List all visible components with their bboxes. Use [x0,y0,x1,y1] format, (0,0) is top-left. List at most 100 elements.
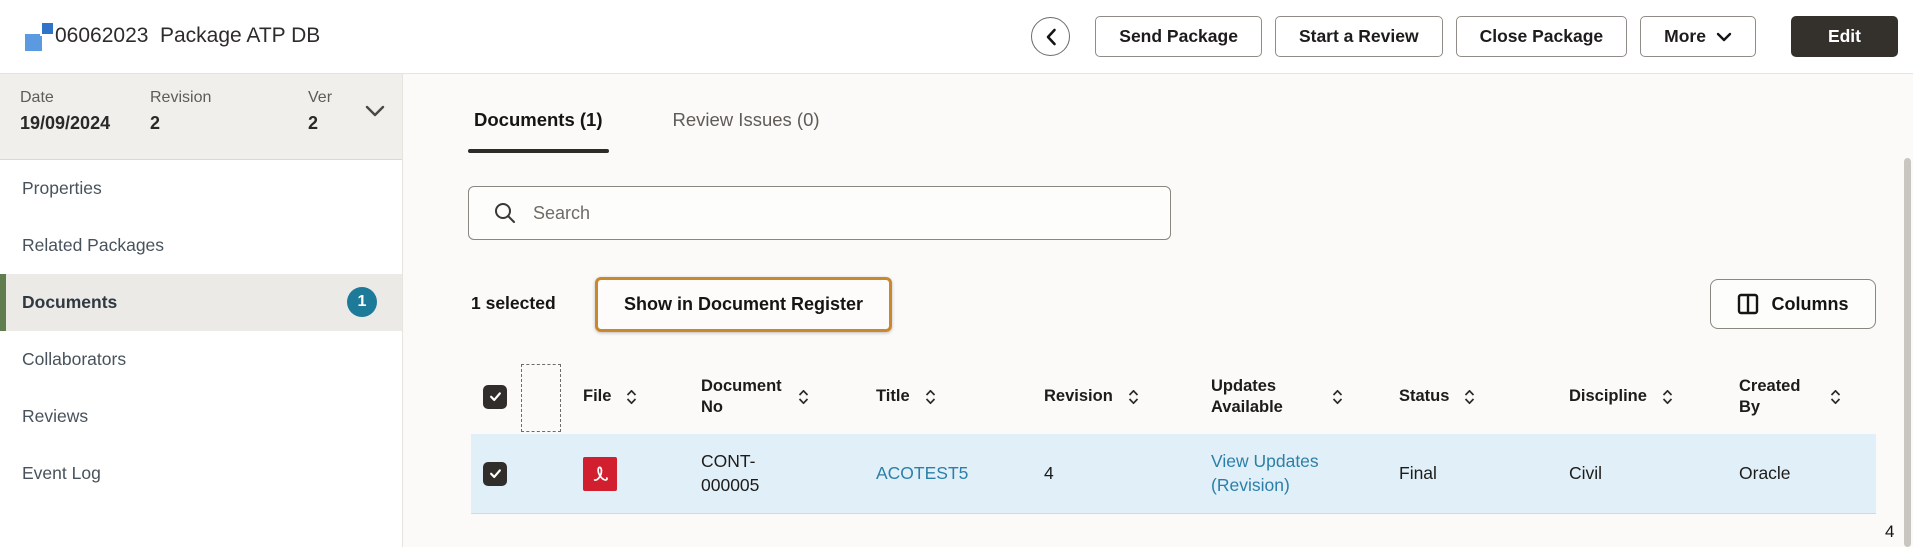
sort-icon[interactable] [1463,388,1476,406]
status-cell: Final [1379,434,1549,513]
check-icon [489,469,501,478]
created-by-cell: Oracle [1719,434,1876,513]
edit-button[interactable]: Edit [1790,16,1898,57]
created-by-value: Oracle [1739,463,1791,483]
sort-icon[interactable] [1127,388,1140,406]
column-header-title[interactable]: Title [856,361,1024,433]
document-no-value: CONT-000005 [701,450,760,495]
row-checkbox[interactable] [483,461,507,486]
column-header-document-no[interactable]: Document No [681,361,856,433]
pdf-file-icon[interactable] [583,456,617,491]
sidebar-item-label: Related Packages [22,235,165,255]
title-cell: ACOTEST5 [856,434,1024,513]
main-content: Documents (1) Review Issues (0) 1 select… [404,75,1913,547]
column-header-discipline[interactable]: Discipline [1549,361,1719,433]
header-select-cell [471,361,519,433]
column-label: Created By [1739,377,1801,416]
sidebar-item-label: Collaborators [22,349,127,369]
column-label: Status [1399,387,1450,406]
view-updates-link[interactable]: View Updates (Revision) [1211,450,1319,495]
start-review-button[interactable]: Start a Review [1274,16,1443,57]
check-icon [489,392,501,402]
discipline-value: Civil [1569,463,1603,483]
status-value: Final [1399,463,1437,483]
date-value: 19/09/2024 [20,113,111,133]
sidebar-item-documents[interactable]: Documents 1 [0,274,402,331]
search-icon [495,203,515,223]
selected-count: 1 selected [471,293,556,313]
chevron-down-icon [1716,32,1732,41]
sort-icon[interactable] [924,388,937,406]
tab-review-issues[interactable]: Review Issues (0) [667,109,826,153]
version-label: Ver [308,89,333,106]
summary-expand-chevron[interactable] [364,104,386,123]
close-package-button[interactable]: Close Package [1455,16,1628,57]
tab-label: Documents (1) [474,109,603,130]
version-value: 2 [308,113,319,133]
date-label: Date [20,89,54,106]
select-all-checkbox[interactable] [483,384,507,409]
vertical-scrollbar[interactable] [1904,158,1911,547]
header-actions: Send Package Start a Review Close Packag… [1031,16,1898,57]
chevron-down-icon [365,105,385,117]
columns-button[interactable]: Columns [1710,279,1876,329]
app-logo-icon [25,23,53,51]
documents-count-badge: 1 [347,287,377,317]
sidebar-item-properties[interactable]: Properties [0,160,402,217]
column-header-updates-available[interactable]: Updates Available [1191,361,1379,433]
page-title: Package ATP DB [160,24,321,47]
column-header-revision[interactable]: Revision [1024,361,1191,433]
sidebar-item-label: Event Log [22,463,101,483]
send-package-label: Send Package [1119,26,1238,46]
tab-documents[interactable]: Documents (1) [468,109,609,153]
sidebar-item-collaborators[interactable]: Collaborators [0,331,402,388]
header-drag-cell [519,361,563,433]
column-header-file[interactable]: File [563,361,681,433]
drag-column-placeholder[interactable] [521,363,561,432]
column-label: Updates Available [1211,377,1283,416]
back-button[interactable] [1031,17,1071,56]
revision-summary-panel: Date 19/09/2024 Revision 2 Ver 2 [0,74,402,160]
discipline-cell: Civil [1549,434,1719,513]
sort-icon[interactable] [1829,388,1842,406]
sidebar-item-reviews[interactable]: Reviews [0,388,402,445]
show-in-document-register-label: Show in Document Register [624,294,864,314]
table-row[interactable]: CONT-000005 ACOTEST5 4 View Updates (Rev… [471,434,1876,514]
top-bar: 06062023 Package ATP DB Send Package Sta… [0,0,1913,74]
document-no-cell: CONT-000005 [681,434,856,513]
close-package-label: Close Package [1479,26,1604,46]
show-in-document-register-button[interactable]: Show in Document Register [595,277,893,332]
chevron-left-icon [1046,28,1056,45]
start-review-label: Start a Review [1298,26,1419,46]
search-input[interactable] [533,202,1154,224]
search-box [468,186,1171,240]
file-cell [563,434,681,513]
tab-bar: Documents (1) Review Issues (0) [468,109,826,153]
sidebar-item-event-log[interactable]: Event Log [0,445,402,502]
column-header-status[interactable]: Status [1379,361,1549,433]
summary-date: Date 19/09/2024 [20,89,110,134]
sidebar-item-label: Documents [22,292,118,312]
summary-revision: Revision 2 [150,89,211,134]
package-id: 06062023 [55,24,149,47]
column-label: Title [876,387,910,406]
sidebar-item-related-packages[interactable]: Related Packages [0,217,402,274]
revision-cell: 4 [1024,434,1191,513]
revision-value: 2 [150,113,161,133]
columns-icon [1738,293,1759,315]
revision-label: Revision [150,89,212,106]
partial-footer-text: 4 [1885,522,1895,541]
column-label: Discipline [1569,387,1647,406]
sort-icon[interactable] [1331,388,1344,406]
sort-icon[interactable] [1661,388,1674,406]
column-label: Revision [1044,387,1113,406]
row-select-cell [471,434,519,513]
column-header-created-by[interactable]: Created By [1719,361,1876,433]
send-package-button[interactable]: Send Package [1095,16,1262,57]
sort-icon[interactable] [625,388,638,406]
more-button[interactable]: More [1640,16,1756,57]
document-title-link[interactable]: ACOTEST5 [876,463,969,483]
acrobat-glyph-icon [593,465,608,481]
sort-icon[interactable] [797,388,810,406]
